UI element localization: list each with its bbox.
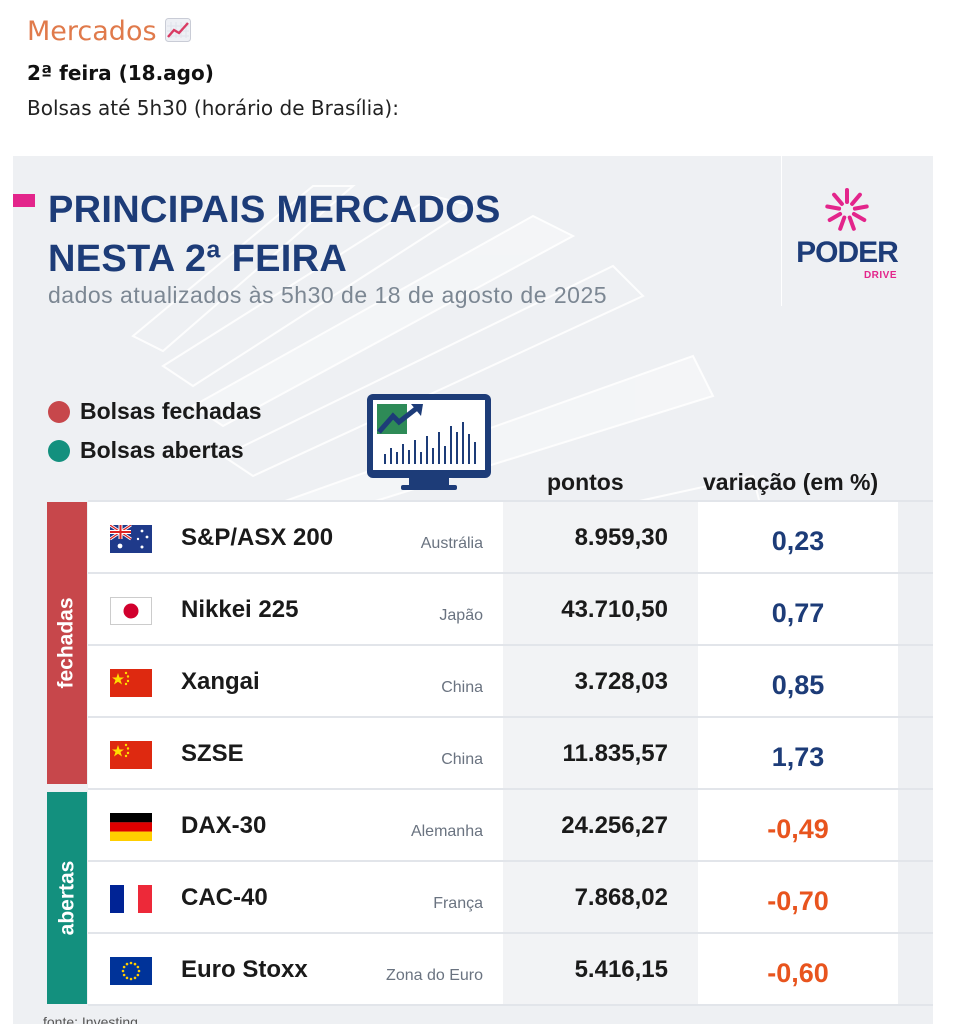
points-value: 11.835,57 bbox=[562, 740, 668, 767]
variation-value: 0,23 bbox=[771, 526, 825, 556]
germany-flag-icon bbox=[110, 813, 152, 841]
country-label: Japão bbox=[439, 607, 483, 624]
points-value: 43.710,50 bbox=[561, 596, 668, 623]
table-row: Euro Stoxx Zona do Euro 5.416,15 -0,60 bbox=[88, 934, 933, 1004]
points-value: 24.256,27 bbox=[561, 812, 668, 839]
group-closed-bar: fechadas bbox=[47, 502, 87, 784]
china-flag-icon bbox=[110, 741, 152, 769]
australia-flag-icon bbox=[110, 525, 152, 553]
row-divider bbox=[88, 716, 933, 718]
table-row: CAC-40 França 7.868,02 -0,70 bbox=[88, 862, 933, 932]
sunburst-icon bbox=[825, 188, 869, 231]
row-divider bbox=[88, 860, 933, 862]
index-name: Xangai bbox=[181, 668, 260, 695]
variation-value: -0,49 bbox=[767, 814, 829, 844]
description-line: Bolsas até 5h30 (horário de Brasília): bbox=[27, 96, 399, 120]
index-name: DAX-30 bbox=[181, 812, 267, 839]
country-label: Austrália bbox=[420, 535, 483, 552]
index-name: CAC-40 bbox=[181, 884, 268, 911]
green-dot-icon bbox=[48, 439, 70, 462]
country-label: Alemanha bbox=[410, 823, 483, 840]
row-divider bbox=[88, 500, 933, 502]
variation-value: 1,73 bbox=[771, 742, 825, 772]
table-row: Xangai China 3.728,03 0,85 bbox=[88, 646, 933, 716]
japan-flag-icon bbox=[110, 597, 152, 625]
country-label: China bbox=[441, 679, 483, 696]
index-name: SZSE bbox=[181, 740, 244, 767]
card-headline: PRINCIPAIS MERCADOS NESTA 2ª FEIRA bbox=[48, 189, 501, 280]
variation-value: 0,77 bbox=[771, 598, 825, 628]
row-divider bbox=[88, 644, 933, 646]
index-name: Euro Stoxx bbox=[181, 956, 308, 983]
group-open-bar: abertas bbox=[47, 792, 87, 1004]
eu-flag-icon bbox=[110, 957, 152, 985]
logo-sub: DRIVE bbox=[863, 270, 897, 281]
column-header-points: pontos bbox=[547, 469, 624, 495]
points-value: 3.728,03 bbox=[574, 668, 668, 695]
logo-word: PODER bbox=[796, 236, 899, 269]
markets-card: PRINCIPAIS MERCADOS NESTA 2ª FEIRA dados… bbox=[13, 156, 933, 1024]
divider bbox=[781, 156, 782, 306]
date-line: 2ª feira (18.ago) bbox=[27, 61, 214, 85]
points-value: 7.868,02 bbox=[574, 884, 668, 911]
row-divider bbox=[88, 1004, 933, 1006]
country-label: China bbox=[441, 751, 483, 768]
table-row: S&P/ASX 200 Austrália 8.959,30 0,23 bbox=[88, 502, 933, 572]
index-name: S&P/ASX 200 bbox=[181, 524, 334, 551]
column-header-variation: variação (em %) bbox=[703, 469, 879, 495]
index-name: Nikkei 225 bbox=[181, 596, 299, 623]
variation-value: -0,70 bbox=[767, 886, 829, 916]
row-divider bbox=[88, 788, 933, 790]
france-flag-icon bbox=[110, 885, 152, 913]
accent-mark bbox=[13, 194, 35, 207]
variation-value: -0,60 bbox=[767, 958, 829, 988]
row-divider bbox=[88, 932, 933, 934]
points-value: 5.416,15 bbox=[574, 956, 668, 983]
chart-increasing-icon bbox=[164, 18, 191, 42]
poder-drive-logo: PODER DRIVE bbox=[795, 188, 905, 288]
card-subtitle: dados atualizados às 5h30 de 18 de agost… bbox=[48, 282, 608, 308]
row-divider bbox=[88, 572, 933, 574]
page-title: Mercados bbox=[27, 16, 191, 47]
country-label: França bbox=[433, 895, 483, 912]
table-row: Nikkei 225 Japão 43.710,50 0,77 bbox=[88, 574, 933, 644]
legend-open: Bolsas abertas bbox=[48, 437, 244, 464]
stock-monitor-icon bbox=[367, 394, 491, 490]
variation-value: 0,85 bbox=[771, 670, 825, 700]
country-label: Zona do Euro bbox=[386, 967, 483, 984]
red-dot-icon bbox=[48, 400, 70, 423]
source-note: fonte: Investing bbox=[43, 1014, 138, 1024]
china-flag-icon bbox=[110, 669, 152, 697]
table-row: DAX-30 Alemanha 24.256,27 -0,49 bbox=[88, 790, 933, 860]
legend-closed: Bolsas fechadas bbox=[48, 398, 262, 425]
points-value: 8.959,30 bbox=[574, 524, 668, 551]
table-row: SZSE China 11.835,57 1,73 bbox=[88, 718, 933, 788]
